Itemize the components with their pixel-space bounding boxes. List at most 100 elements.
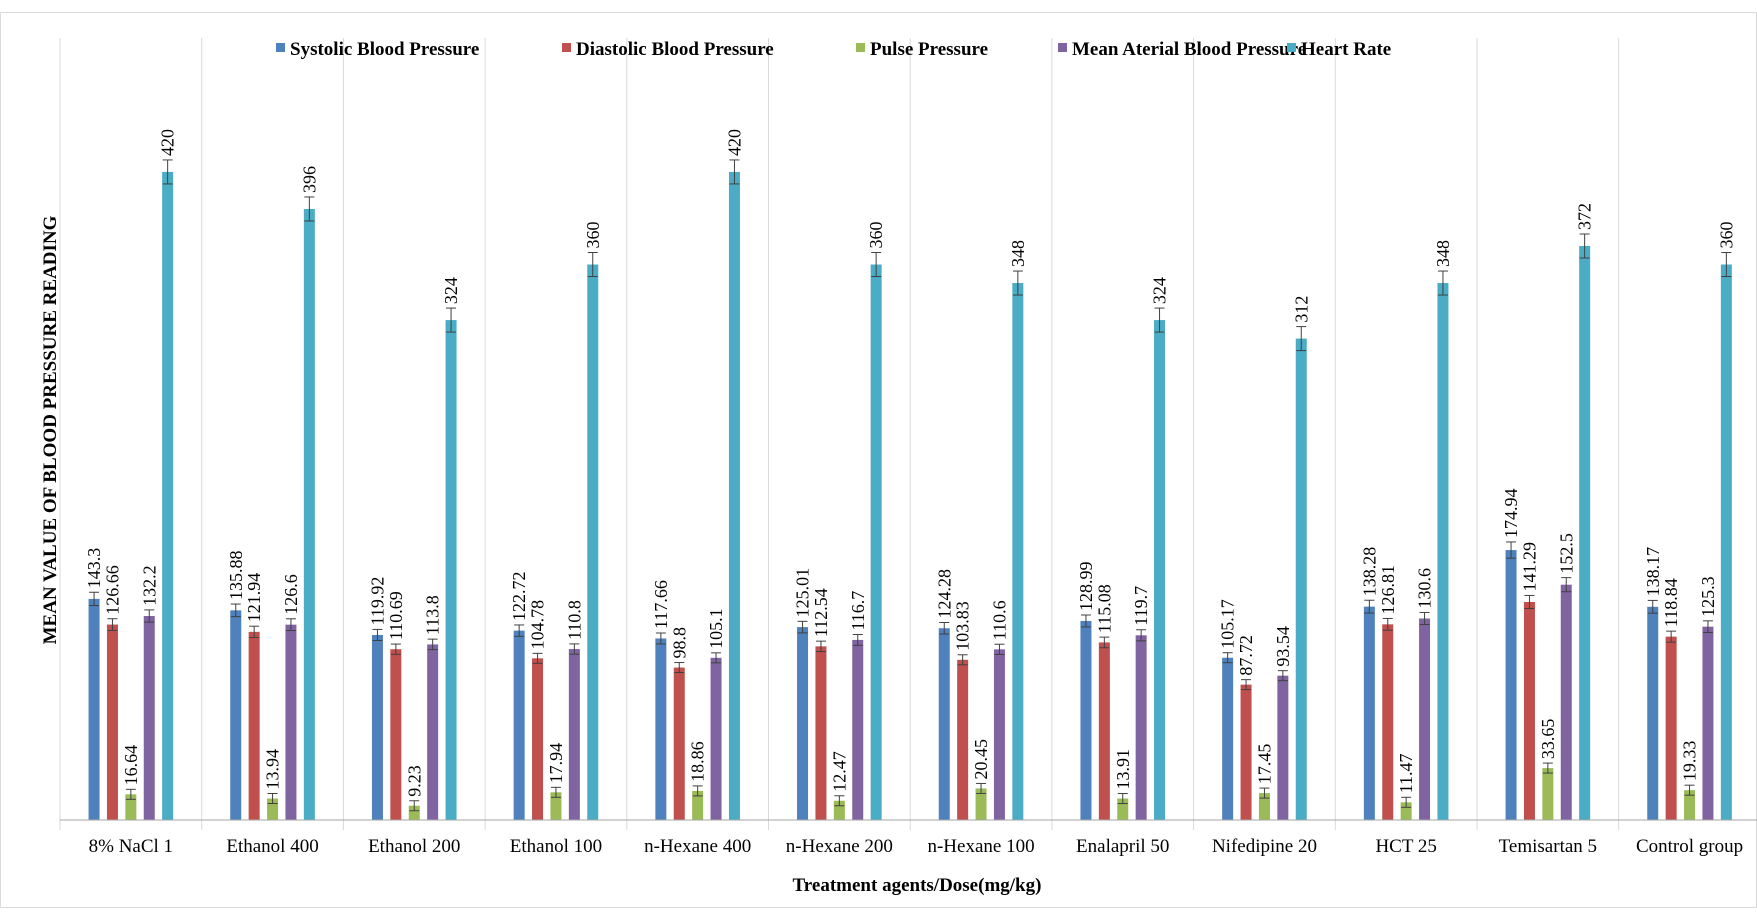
legend-swatch-heart-rate [1287, 43, 1296, 52]
error-bar-systolic-blood-pressure-hct-25 [1364, 599, 1375, 614]
bar-diastolic-blood-pressure-n-hexane-400 [673, 667, 685, 820]
data-label-mean-aterial-blood-pressure-n-hexane-400: 105.1 [706, 608, 726, 649]
legend-swatch-systolic-blood-pressure [276, 43, 285, 52]
data-label-systolic-blood-pressure-hct-25: 138.28 [1359, 547, 1379, 597]
x-tick-label-n-hexane-100: n-Hexane 100 [927, 836, 1034, 857]
legend-swatch-mean-aterial-blood-pressure [1058, 43, 1067, 52]
x-tick-label-control-group: Control group [1636, 836, 1743, 857]
bar-diastolic-blood-pressure-n-hexane-200 [815, 646, 827, 820]
x-tick-label-n-hexane-400: n-Hexane 400 [644, 836, 751, 857]
data-label-pulse-pressure-ethanol-200: 9.23 [404, 765, 424, 797]
data-label-diastolic-blood-pressure-8-nacl-1: 126.66 [102, 565, 122, 615]
data-label-mean-aterial-blood-pressure-ethanol-400: 126.6 [281, 574, 301, 615]
data-label-pulse-pressure-8-nacl-1: 16.64 [121, 745, 141, 786]
legend-label-heart-rate: Heart Rate [1301, 39, 1391, 60]
error-bar-pulse-pressure-hct-25 [1401, 796, 1412, 808]
error-bar-pulse-pressure-n-hexane-100 [976, 782, 987, 794]
error-bar-mean-aterial-blood-pressure-hct-25 [1419, 611, 1430, 626]
bar-heart-rate-8-nacl-1 [162, 171, 174, 820]
error-bar-heart-rate-n-hexane-400 [729, 159, 740, 185]
data-label-diastolic-blood-pressure-control-group: 118.84 [1661, 578, 1681, 627]
bar-heart-rate-ethanol-400 [303, 208, 315, 821]
x-tick-label-nifedipine-20: Nifedipine 20 [1212, 836, 1317, 857]
bar-systolic-blood-pressure-n-hexane-200 [797, 627, 809, 820]
legend-item-pulse-pressure: Pulse Pressure [856, 39, 988, 60]
data-label-heart-rate-ethanol-400: 396 [299, 166, 319, 193]
x-tick-label-ethanol-200: Ethanol 200 [368, 836, 460, 857]
bar-diastolic-blood-pressure-8-nacl-1 [106, 624, 118, 820]
data-label-diastolic-blood-pressure-n-hexane-200: 112.54 [811, 588, 831, 637]
bar-systolic-blood-pressure-enalapril-50 [1080, 620, 1092, 820]
bar-mean-aterial-blood-pressure-n-hexane-200 [852, 639, 864, 820]
bar-systolic-blood-pressure-n-hexane-400 [655, 638, 667, 820]
data-label-mean-aterial-blood-pressure-nifedipine-20: 93.54 [1273, 626, 1293, 667]
bar-systolic-blood-pressure-8-nacl-1 [88, 598, 100, 820]
x-tick-label-hct-25: HCT 25 [1375, 836, 1436, 857]
bar-diastolic-blood-pressure-enalapril-50 [1098, 642, 1110, 820]
bar-mean-aterial-blood-pressure-hct-25 [1419, 618, 1431, 820]
bar-pulse-pressure-n-hexane-100 [975, 788, 987, 820]
error-bar-heart-rate-hct-25 [1437, 270, 1448, 296]
error-bar-pulse-pressure-ethanol-400 [267, 792, 278, 804]
data-label-mean-aterial-blood-pressure-enalapril-50: 119.7 [1131, 586, 1151, 626]
error-bar-mean-aterial-blood-pressure-8-nacl-1 [144, 609, 155, 623]
legend-item-systolic-blood-pressure: Systolic Blood Pressure [276, 39, 479, 60]
data-label-pulse-pressure-n-hexane-400: 18.86 [688, 741, 708, 782]
grid-lines [59, 38, 1620, 830]
error-bar-diastolic-blood-pressure-control-group [1666, 630, 1677, 643]
data-label-heart-rate-n-hexane-200: 360 [866, 222, 886, 249]
bar-pulse-pressure-temisartan-5 [1542, 768, 1554, 820]
bar-mean-aterial-blood-pressure-ethanol-100 [568, 649, 580, 820]
data-label-mean-aterial-blood-pressure-n-hexane-100: 110.6 [989, 600, 1009, 640]
data-label-pulse-pressure-control-group: 19.33 [1680, 741, 1700, 782]
bar-heart-rate-n-hexane-100 [1012, 283, 1024, 820]
x-tick-label-temisartan-5: Temisartan 5 [1499, 836, 1597, 857]
error-bar-mean-aterial-blood-pressure-control-group [1702, 620, 1713, 633]
data-label-systolic-blood-pressure-8-nacl-1: 143.3 [84, 548, 104, 589]
bar-diastolic-blood-pressure-temisartan-5 [1523, 601, 1535, 820]
error-bar-diastolic-blood-pressure-ethanol-400 [249, 625, 260, 638]
bar-heart-rate-n-hexane-400 [728, 171, 740, 820]
bar-pulse-pressure-ethanol-200 [408, 805, 420, 820]
error-bar-diastolic-blood-pressure-temisartan-5 [1524, 594, 1535, 610]
legend-item-heart-rate: Heart Rate [1287, 39, 1391, 60]
data-label-systolic-blood-pressure-n-hexane-200: 125.01 [793, 568, 813, 618]
bar-systolic-blood-pressure-control-group [1647, 606, 1659, 820]
error-bar-mean-aterial-blood-pressure-enalapril-50 [1136, 629, 1147, 642]
bars-layer [88, 159, 1732, 821]
bar-heart-rate-hct-25 [1437, 283, 1449, 820]
data-label-systolic-blood-pressure-ethanol-400: 135.88 [226, 551, 246, 601]
error-bar-diastolic-blood-pressure-n-hexane-100 [957, 654, 968, 666]
error-bar-pulse-pressure-temisartan-5 [1542, 762, 1553, 774]
error-bar-diastolic-blood-pressure-enalapril-50 [1099, 636, 1110, 649]
bar-diastolic-blood-pressure-n-hexane-100 [957, 659, 969, 820]
data-label-heart-rate-ethanol-200: 324 [441, 277, 461, 304]
error-bar-systolic-blood-pressure-n-hexane-100 [939, 621, 950, 635]
legend-label-diastolic-blood-pressure: Diastolic Blood Pressure [576, 39, 774, 60]
bar-diastolic-blood-pressure-hct-25 [1382, 624, 1394, 820]
bar-pulse-pressure-8-nacl-1 [125, 794, 137, 820]
error-bar-pulse-pressure-nifedipine-20 [1259, 787, 1270, 799]
error-bar-heart-rate-enalapril-50 [1154, 307, 1165, 333]
bar-pulse-pressure-hct-25 [1400, 802, 1412, 820]
data-label-heart-rate-temisartan-5: 372 [1575, 203, 1595, 230]
x-axis-title: Treatment agents/Dose(mg/kg) [793, 875, 1042, 896]
error-bar-mean-aterial-blood-pressure-n-hexane-400 [711, 652, 722, 664]
y-axis-title: MEAN VALUE OF BLOOD PRESSURE READING [40, 215, 61, 644]
legend-swatch-pulse-pressure [856, 43, 865, 52]
bar-mean-aterial-blood-pressure-8-nacl-1 [143, 616, 155, 820]
error-bar-heart-rate-ethanol-100 [587, 252, 598, 278]
error-bar-mean-aterial-blood-pressure-nifedipine-20 [1277, 670, 1288, 682]
bar-mean-aterial-blood-pressure-temisartan-5 [1560, 584, 1572, 820]
bar-pulse-pressure-enalapril-50 [1117, 798, 1129, 820]
x-tick-labels: 8% NaCl 1 Ethanol 400 Ethanol 200 Ethanol 1… [89, 836, 1743, 857]
data-label-diastolic-blood-pressure-ethanol-400: 121.94 [244, 573, 264, 623]
data-label-diastolic-blood-pressure-n-hexane-400: 98.8 [669, 627, 689, 659]
data-label-mean-aterial-blood-pressure-n-hexane-200: 116.7 [848, 591, 868, 631]
bar-mean-aterial-blood-pressure-n-hexane-100 [993, 649, 1005, 820]
bar-diastolic-blood-pressure-ethanol-200 [390, 649, 402, 820]
error-bar-heart-rate-ethanol-200 [446, 307, 457, 333]
legend: Systolic Blood Pressure Diastolic Blood P… [276, 39, 1391, 60]
